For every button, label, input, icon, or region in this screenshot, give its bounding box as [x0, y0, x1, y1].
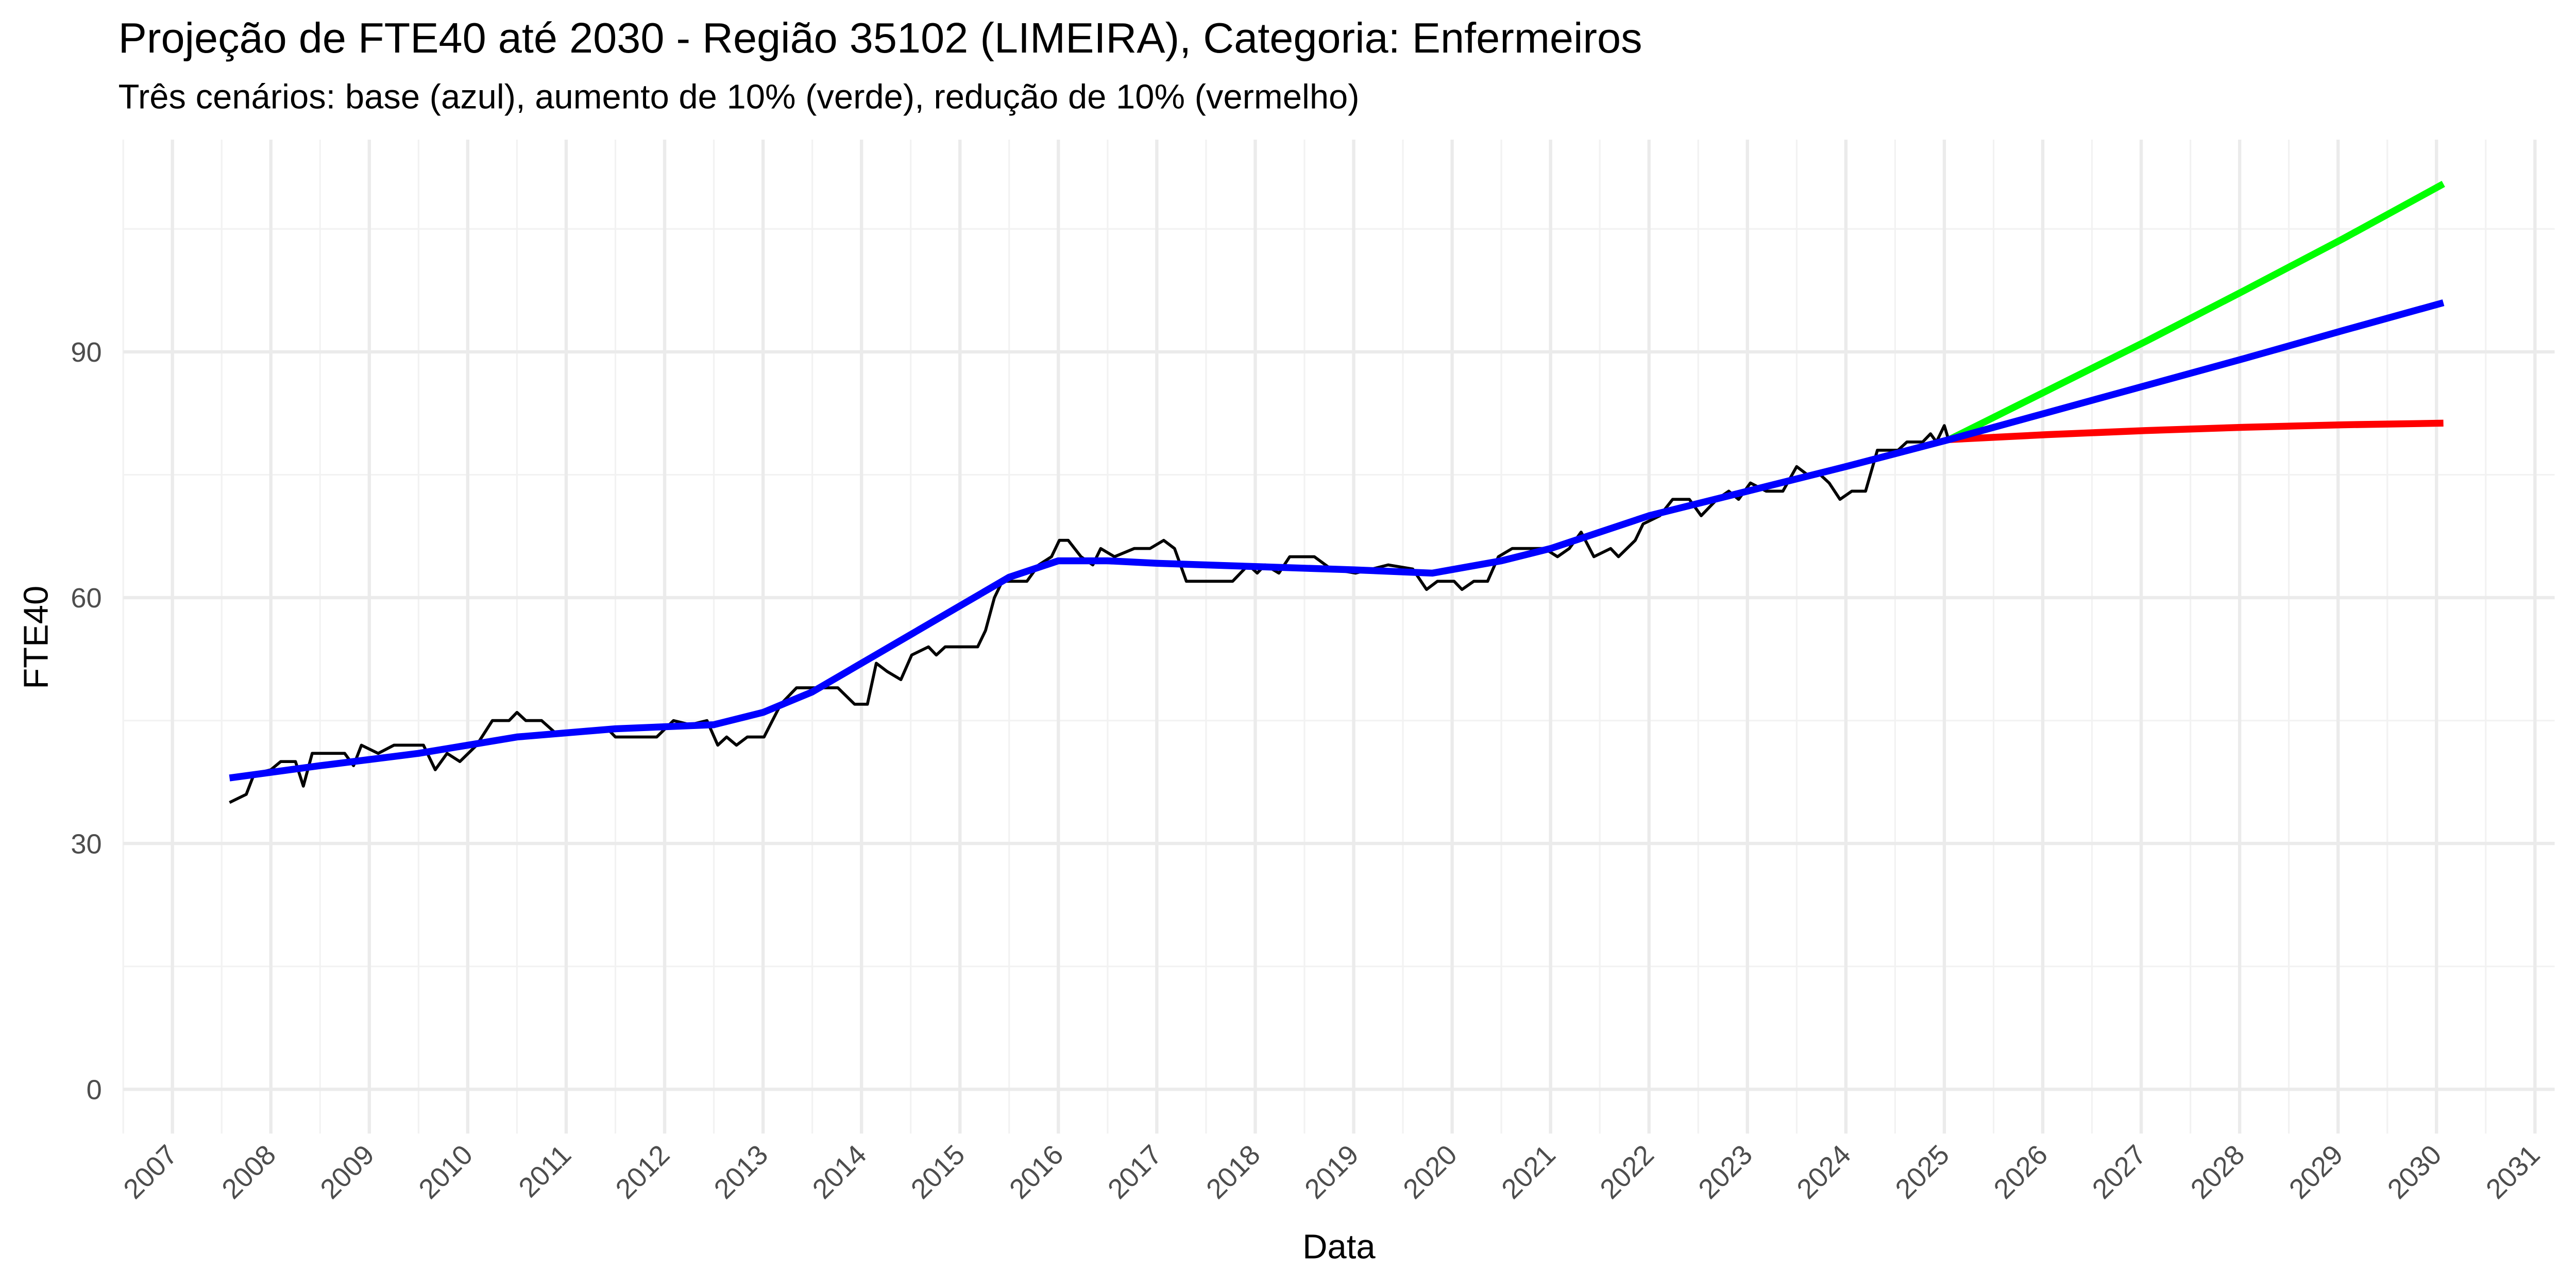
series-line [1947, 181, 2445, 443]
chart-subtitle: Três cenários: base (azul), aumento de 1… [118, 77, 1360, 116]
x-axis-label: Data [1302, 1228, 1376, 1266]
chart-title: Projeção de FTE40 até 2030 - Região 3510… [118, 14, 1642, 62]
plot-lines [229, 181, 2445, 804]
series-line [1949, 419, 2444, 443]
y-tick-label: 0 [87, 1075, 102, 1106]
grid [122, 140, 2555, 1134]
y-tick-label: 60 [71, 583, 101, 614]
y-tick-label: 30 [71, 828, 101, 859]
y-tick-label: 90 [71, 337, 101, 368]
series-line [229, 436, 1951, 782]
series-line [1948, 299, 2445, 443]
y-axis-label: FTE40 [16, 586, 55, 689]
